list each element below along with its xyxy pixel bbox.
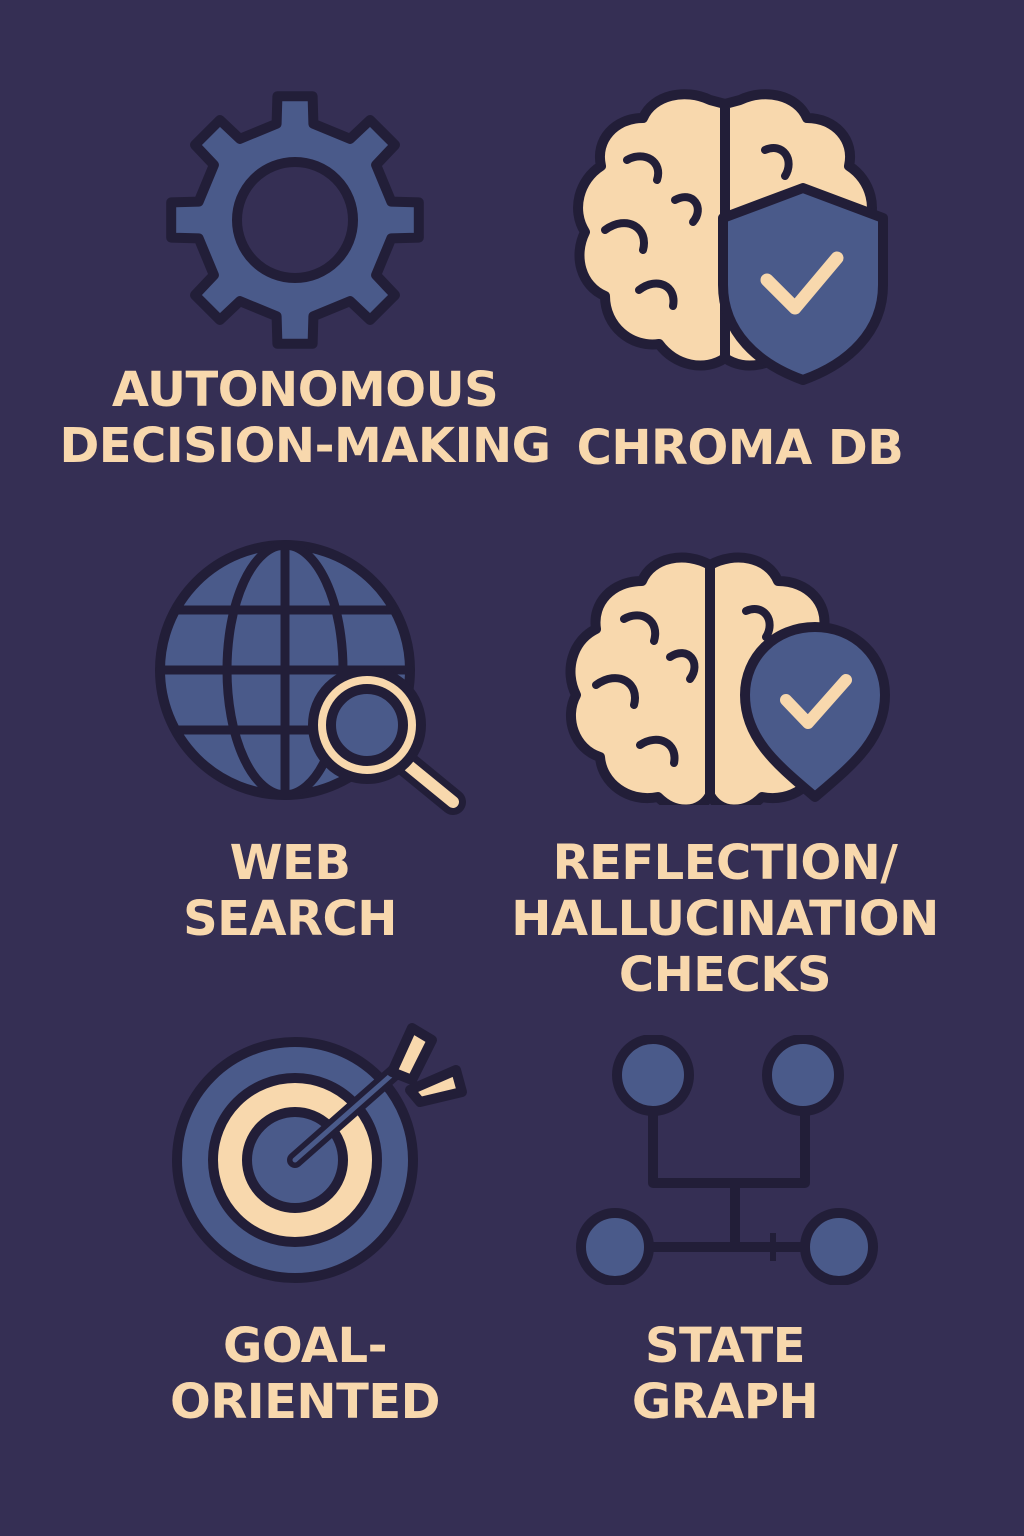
feature-label-line: AUTONOMOUS <box>111 362 499 418</box>
feature-label-line: DECISION-MAKING <box>59 418 551 474</box>
feature-label-line: HALLUCINATION <box>511 891 939 947</box>
feature-label-line: WEB <box>229 835 351 891</box>
feature-label-goal-oriented: GOAL- ORIENTED <box>140 1318 470 1430</box>
feature-label-autonomous: AUTONOMOUS DECISION-MAKING <box>40 362 570 474</box>
feature-label-web-search: WEB SEARCH <box>140 835 440 947</box>
globe-search-icon <box>155 540 470 820</box>
feature-label-line: CHECKS <box>618 947 832 1003</box>
feature-label-state-graph: STATE GRAPH <box>570 1318 880 1430</box>
feature-label-line: REFLECTION/ <box>552 835 898 891</box>
feature-label-line: GOAL- <box>222 1318 388 1374</box>
feature-label-reflection: REFLECTION/ HALLUCINATION CHECKS <box>505 835 945 1003</box>
feature-label-line: GRAPH <box>631 1374 819 1430</box>
feature-label-line: ORIENTED <box>170 1374 440 1430</box>
feature-label-chroma-db: CHROMA DB <box>540 420 940 476</box>
gear-icon <box>160 85 430 355</box>
feature-label-line: STATE <box>644 1318 806 1374</box>
target-arrow-icon <box>170 1020 470 1285</box>
feature-label-line: SEARCH <box>183 891 397 947</box>
brain-check-pin-icon <box>550 545 895 805</box>
brain-shield-icon <box>565 80 905 390</box>
state-graph-icon <box>575 1035 885 1285</box>
feature-label-line: CHROMA DB <box>576 420 904 476</box>
